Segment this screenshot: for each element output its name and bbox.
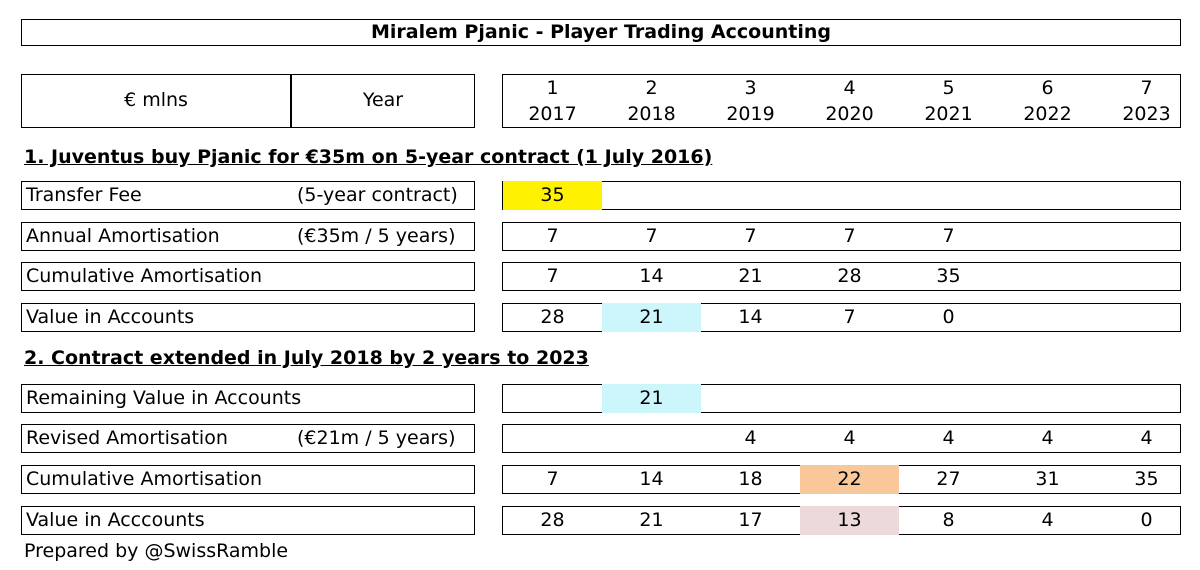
value-cell: 8 <box>942 508 955 531</box>
year-column: 4 2020 <box>800 75 899 127</box>
year-value: 2021 <box>924 103 973 125</box>
row-label: Revised Amortisation <box>26 427 228 449</box>
value-cell: 18 <box>738 467 763 490</box>
year-label: Year <box>362 89 404 111</box>
year-value: 2018 <box>627 103 676 125</box>
footer-credit: Prepared by @SwissRamble <box>24 540 289 562</box>
value-cell: 4 <box>1140 426 1153 449</box>
value-cell: 7 <box>744 224 757 247</box>
row-label: Cumulative Amortisation <box>26 468 263 490</box>
page-title: Miralem Pjanic - Player Trading Accounti… <box>21 19 1181 46</box>
year-index: 1 <box>546 77 559 99</box>
highlighted-value-cell: 21 <box>602 302 701 332</box>
row-values-box: 7 7 7 7 7 <box>502 222 1181 251</box>
row-label: Value in Accounts <box>26 306 195 328</box>
row-note: (€35m / 5 years) <box>297 225 456 247</box>
year-index: 5 <box>942 77 955 99</box>
row-values-box: 7 14 18 22 27 31 35 <box>502 464 1181 494</box>
year-index: 4 <box>843 77 856 99</box>
row-label-box: Revised Amortisation (€21m / 5 years) <box>21 424 475 453</box>
row-label-box: Cumulative Amortisation <box>21 465 475 494</box>
row-values-box: 28 21 14 7 0 <box>502 302 1181 332</box>
row-values-box: 35 <box>502 180 1181 210</box>
year-index: 3 <box>744 77 757 99</box>
row-label-box: Cumulative Amortisation <box>21 262 475 291</box>
value-cell: 21 <box>738 264 763 287</box>
row-values-box: 28 21 17 13 8 4 0 <box>502 505 1181 535</box>
value-cell: 28 <box>837 264 862 287</box>
row-label: Cumulative Amortisation <box>26 265 263 287</box>
row-values-box: 7 14 21 28 35 <box>502 262 1181 291</box>
highlighted-value-cell: 21 <box>602 383 701 413</box>
year-value: 2020 <box>825 103 874 125</box>
value-cell: 4 <box>744 426 757 449</box>
highlighted-value-cell: 13 <box>800 505 899 535</box>
value-cell: 7 <box>942 224 955 247</box>
row-label: Transfer Fee <box>26 184 142 206</box>
section-1-title: 1. Juventus buy Pjanic for €35m on 5-yea… <box>24 146 713 168</box>
header-years: 1 2017 2 2018 3 2019 4 2020 5 2021 6 2022 7 2023 <box>502 74 1181 128</box>
row-label: Value in Acccounts <box>26 509 205 531</box>
year-column: 5 2021 <box>899 75 998 127</box>
row-note: (5-year contract) <box>297 184 458 206</box>
row-label: Annual Amortisation <box>26 225 220 247</box>
value-cell: 14 <box>639 467 664 490</box>
value-cell: 7 <box>843 305 856 328</box>
value-cell: 7 <box>546 224 559 247</box>
value-cell: 4 <box>1041 508 1054 531</box>
header-labels: € mlns Year <box>21 74 475 128</box>
row-label-box: Value in Acccounts <box>21 506 475 535</box>
value-cell: 4 <box>1041 426 1054 449</box>
year-value: 2017 <box>528 103 577 125</box>
value-cell: 0 <box>1140 508 1153 531</box>
value-cell: 4 <box>843 426 856 449</box>
value-cell: 14 <box>738 305 763 328</box>
value-cell: 31 <box>1035 467 1060 490</box>
year-index: 7 <box>1140 77 1153 99</box>
highlighted-value-cell: 35 <box>503 180 602 210</box>
value-cell: 7 <box>546 467 559 490</box>
value-cell: 35 <box>936 264 961 287</box>
value-cell: 21 <box>639 508 664 531</box>
year-column: 7 2023 <box>1097 75 1196 127</box>
row-label-box: Value in Accounts <box>21 303 475 332</box>
value-cell: 7 <box>645 224 658 247</box>
value-cell: 14 <box>639 264 664 287</box>
year-value: 2019 <box>726 103 775 125</box>
year-value: 2023 <box>1122 103 1171 125</box>
value-cell: 7 <box>843 224 856 247</box>
value-cell: 17 <box>738 508 763 531</box>
currency-label: € mlns <box>124 89 188 111</box>
value-cell: 27 <box>936 467 961 490</box>
year-column: 2 2018 <box>602 75 701 127</box>
header-divider <box>290 75 292 127</box>
year-value: 2022 <box>1023 103 1072 125</box>
row-label-box: Remaining Value in Accounts <box>21 384 475 413</box>
row-values-box: 21 <box>502 383 1181 413</box>
row-note: (€21m / 5 years) <box>297 427 456 449</box>
year-column: 6 2022 <box>998 75 1097 127</box>
year-column: 3 2019 <box>701 75 800 127</box>
value-cell: 4 <box>942 426 955 449</box>
value-cell: 35 <box>1134 467 1159 490</box>
value-cell: 28 <box>540 305 565 328</box>
value-cell: 0 <box>942 305 955 328</box>
value-cell: 7 <box>546 264 559 287</box>
section-2-title: 2. Contract extended in July 2018 by 2 y… <box>24 347 589 369</box>
value-cell: 28 <box>540 508 565 531</box>
year-index: 2 <box>645 77 658 99</box>
year-index: 6 <box>1041 77 1054 99</box>
row-label-box: Transfer Fee (5-year contract) <box>21 181 475 210</box>
row-values-box: 4 4 4 4 4 <box>502 424 1181 453</box>
year-column: 1 2017 <box>503 75 602 127</box>
row-label-box: Annual Amortisation (€35m / 5 years) <box>21 222 475 251</box>
row-label: Remaining Value in Accounts <box>26 387 302 409</box>
highlighted-value-cell: 22 <box>800 464 899 494</box>
